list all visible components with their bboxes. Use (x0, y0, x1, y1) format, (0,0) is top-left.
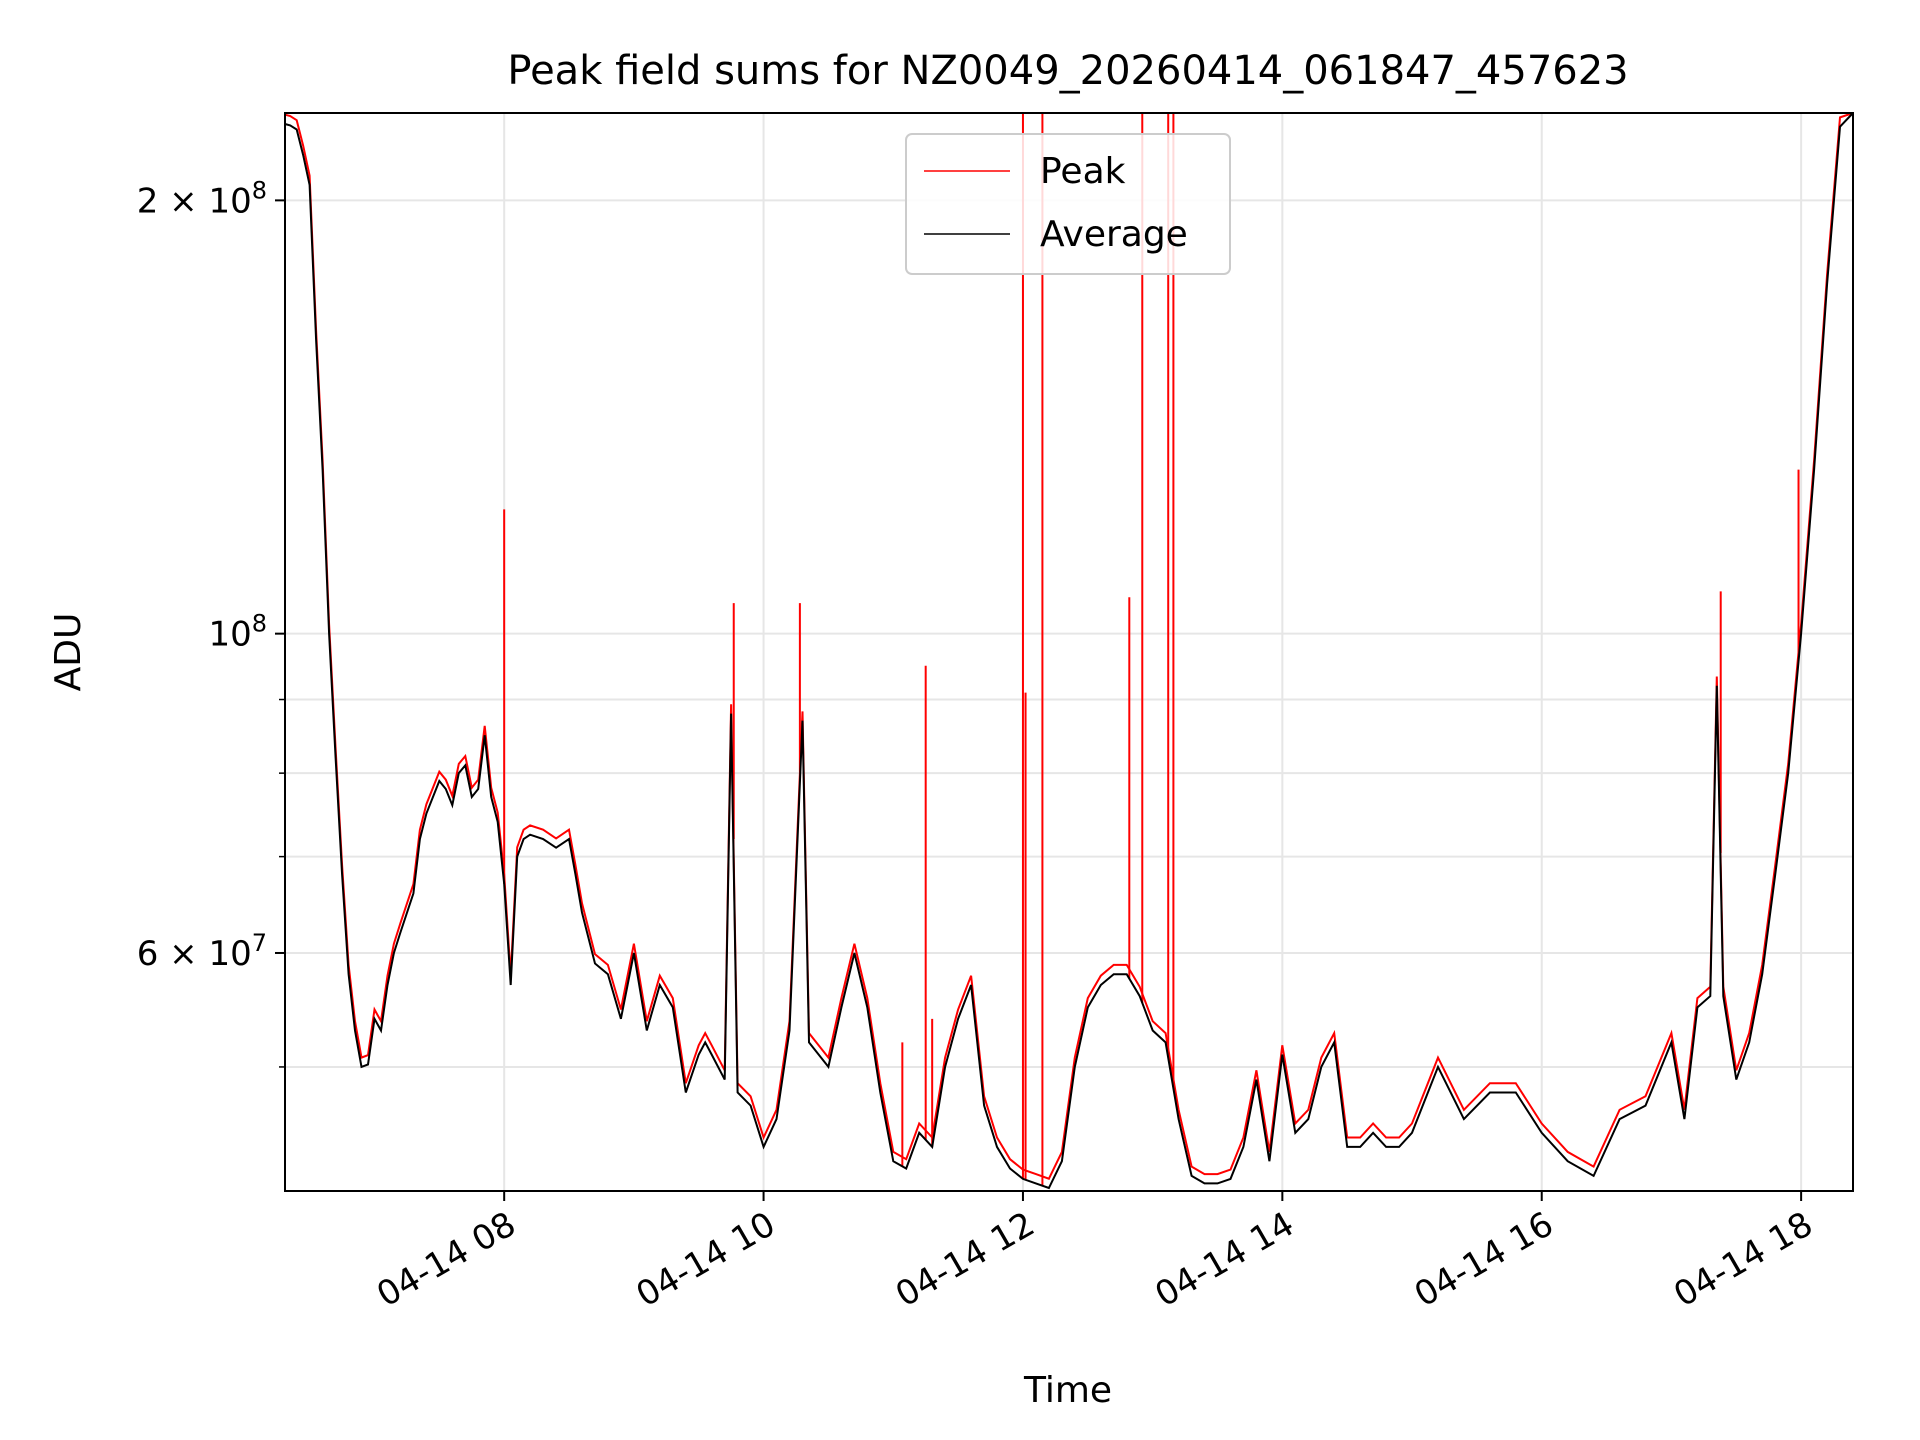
y-tick-label-base: 6 × 10 (137, 934, 252, 974)
y-tick-label: 2 × 108 (137, 176, 267, 221)
y-tick-label-exponent: 8 (252, 610, 267, 638)
y-tick-label-exponent: 8 (252, 176, 267, 204)
y-tick-label-exponent: 7 (252, 929, 267, 957)
legend: Peak Average (905, 133, 1231, 275)
legend-label-peak: Peak (1040, 151, 1126, 192)
average-line (284, 112, 1854, 1190)
y-axis-label: ADU (48, 613, 89, 692)
legend-label-average: Average (1040, 214, 1188, 255)
y-tick-label: 6 × 107 (137, 929, 267, 974)
y-tick-label: 108 (208, 610, 267, 655)
peak-line (284, 112, 1854, 1180)
x-axis-label: Time (1023, 1370, 1112, 1411)
chart-title: Peak field sums for NZ0049_20260414_0618… (507, 48, 1628, 94)
series-average (284, 112, 1854, 1190)
y-tick-label-base: 10 (208, 615, 251, 655)
y-tick-label-base: 2 × 10 (137, 181, 252, 221)
plot-frame (284, 112, 1854, 1192)
legend-box (905, 133, 1231, 275)
